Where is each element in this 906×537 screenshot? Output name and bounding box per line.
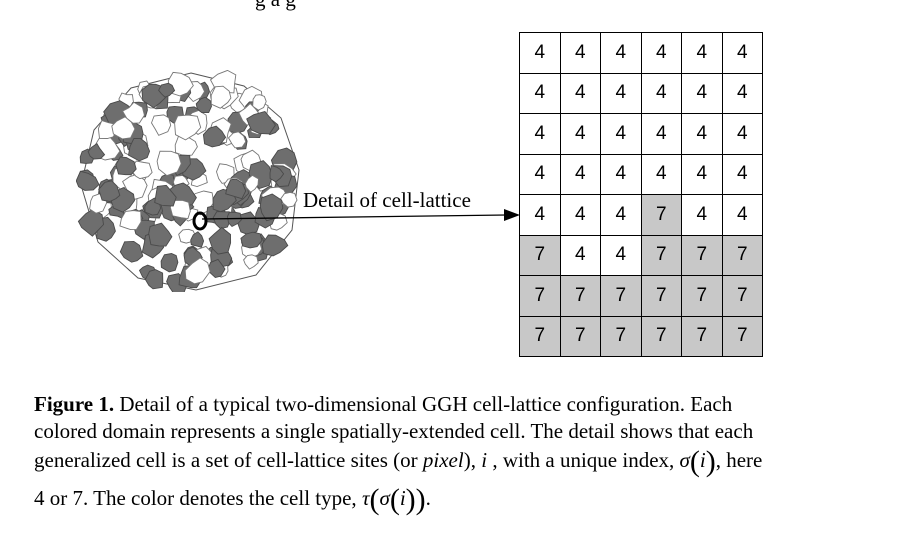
lattice-cell: 7 <box>519 234 561 276</box>
detail-marker-circle <box>192 211 208 231</box>
lattice-cell: 4 <box>559 32 601 74</box>
lattice-cell: 7 <box>721 234 763 276</box>
lattice-cell: 4 <box>600 72 642 114</box>
caption-line-3: generalized cell is a set of cell-lattic… <box>34 445 763 478</box>
lattice-cell: 4 <box>600 153 642 195</box>
lattice-cell: 4 <box>559 234 601 276</box>
lattice-cell: 4 <box>519 72 561 114</box>
cluster-cells <box>76 70 300 292</box>
lattice-cell: 7 <box>681 275 723 317</box>
cell-cluster-illustration <box>76 70 300 292</box>
lattice-cell: 4 <box>681 32 723 74</box>
arrow-head <box>504 209 520 221</box>
arrow-line <box>201 214 507 220</box>
caption-line-1: Figure 1. Detail of a typical two-dimens… <box>34 392 733 416</box>
lattice-cell: 4 <box>721 113 763 155</box>
lattice-cell: 7 <box>721 275 763 317</box>
detail-arrow <box>192 209 520 231</box>
arrow-label: Detail of cell-lattice <box>303 188 471 212</box>
lattice-cell: 4 <box>721 153 763 195</box>
caption-line-4: 4 or 7. The color denotes the cell type,… <box>34 483 431 516</box>
lattice-cell: 7 <box>559 275 601 317</box>
lattice-cell: 4 <box>681 194 723 236</box>
caption-line-2: colored domain represents a single spati… <box>34 419 754 443</box>
lattice-cell: 4 <box>519 194 561 236</box>
lattice-cell: 4 <box>519 153 561 195</box>
cropped-heading-fragment: g a g <box>255 0 296 12</box>
lattice-cell: 4 <box>600 234 642 276</box>
lattice-cell: 4 <box>559 113 601 155</box>
lattice-cell: 4 <box>721 194 763 236</box>
lattice-cell: 7 <box>640 275 682 317</box>
lattice-cell: 7 <box>640 315 682 357</box>
pixel-word: pixel <box>422 448 464 472</box>
lattice-cell: 7 <box>559 315 601 357</box>
lattice-cell: 4 <box>721 72 763 114</box>
lattice-cell: 4 <box>600 113 642 155</box>
lattice-cell: 4 <box>600 194 642 236</box>
lattice-cell: 4 <box>519 113 561 155</box>
lattice-cell: 4 <box>640 113 682 155</box>
lattice-cell: 4 <box>559 153 601 195</box>
lattice-cell: 7 <box>640 194 682 236</box>
lattice-cell: 4 <box>681 153 723 195</box>
figure-label: Figure 1. <box>34 392 115 416</box>
tau-sigma-expression: τ(σ(i)) <box>361 483 426 516</box>
lattice-cell: 7 <box>600 275 642 317</box>
lattice-cell: 7 <box>519 275 561 317</box>
lattice-cell: 4 <box>640 32 682 74</box>
figure-caption: Figure 1. Detail of a typical two-dimens… <box>34 391 894 516</box>
lattice-cell: 4 <box>600 32 642 74</box>
lattice-cell: 4 <box>721 32 763 74</box>
lattice-cell: 7 <box>721 315 763 357</box>
lattice-cell: 4 <box>519 32 561 74</box>
lattice-cell: 7 <box>600 315 642 357</box>
lattice-cell: 4 <box>681 72 723 114</box>
lattice-cell: 7 <box>519 315 561 357</box>
lattice-cell: 7 <box>681 315 723 357</box>
lattice-cell: 4 <box>681 113 723 155</box>
lattice-cell: 4 <box>640 72 682 114</box>
sigma-of-i-expression: σ(i) <box>679 445 716 478</box>
lattice-cell: 4 <box>640 153 682 195</box>
vector-i-symbol: i <box>481 448 488 472</box>
lattice-cell: 4 <box>559 72 601 114</box>
lattice-cell: 4 <box>559 194 601 236</box>
lattice-cell: 7 <box>681 234 723 276</box>
lattice-cell: 7 <box>640 234 682 276</box>
